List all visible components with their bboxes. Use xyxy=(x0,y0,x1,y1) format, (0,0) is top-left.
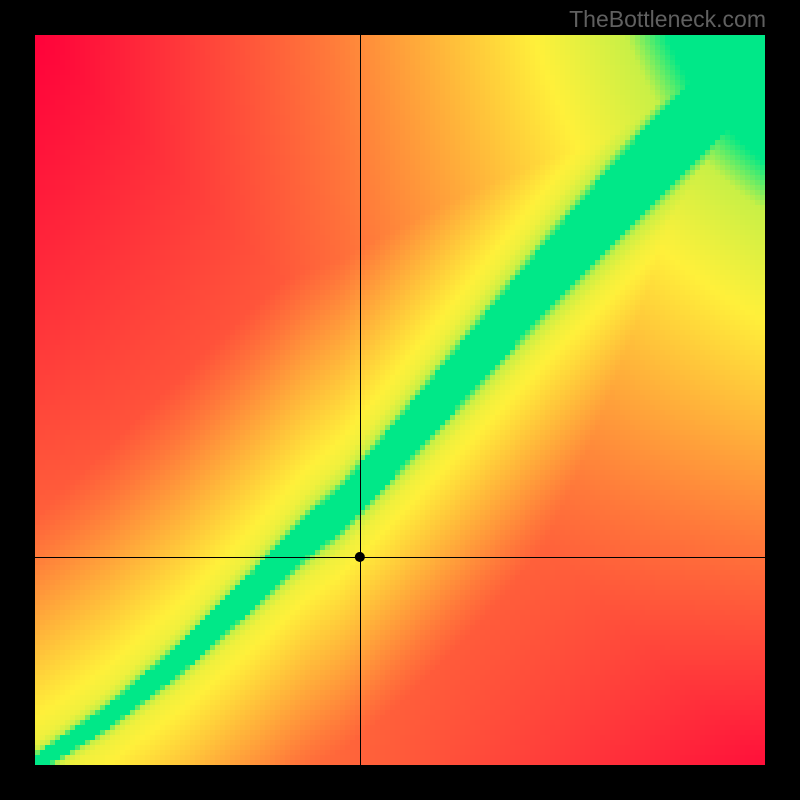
bottleneck-heatmap xyxy=(0,0,800,800)
watermark-text: TheBottleneck.com xyxy=(569,6,766,33)
chart-container: TheBottleneck.com xyxy=(0,0,800,800)
